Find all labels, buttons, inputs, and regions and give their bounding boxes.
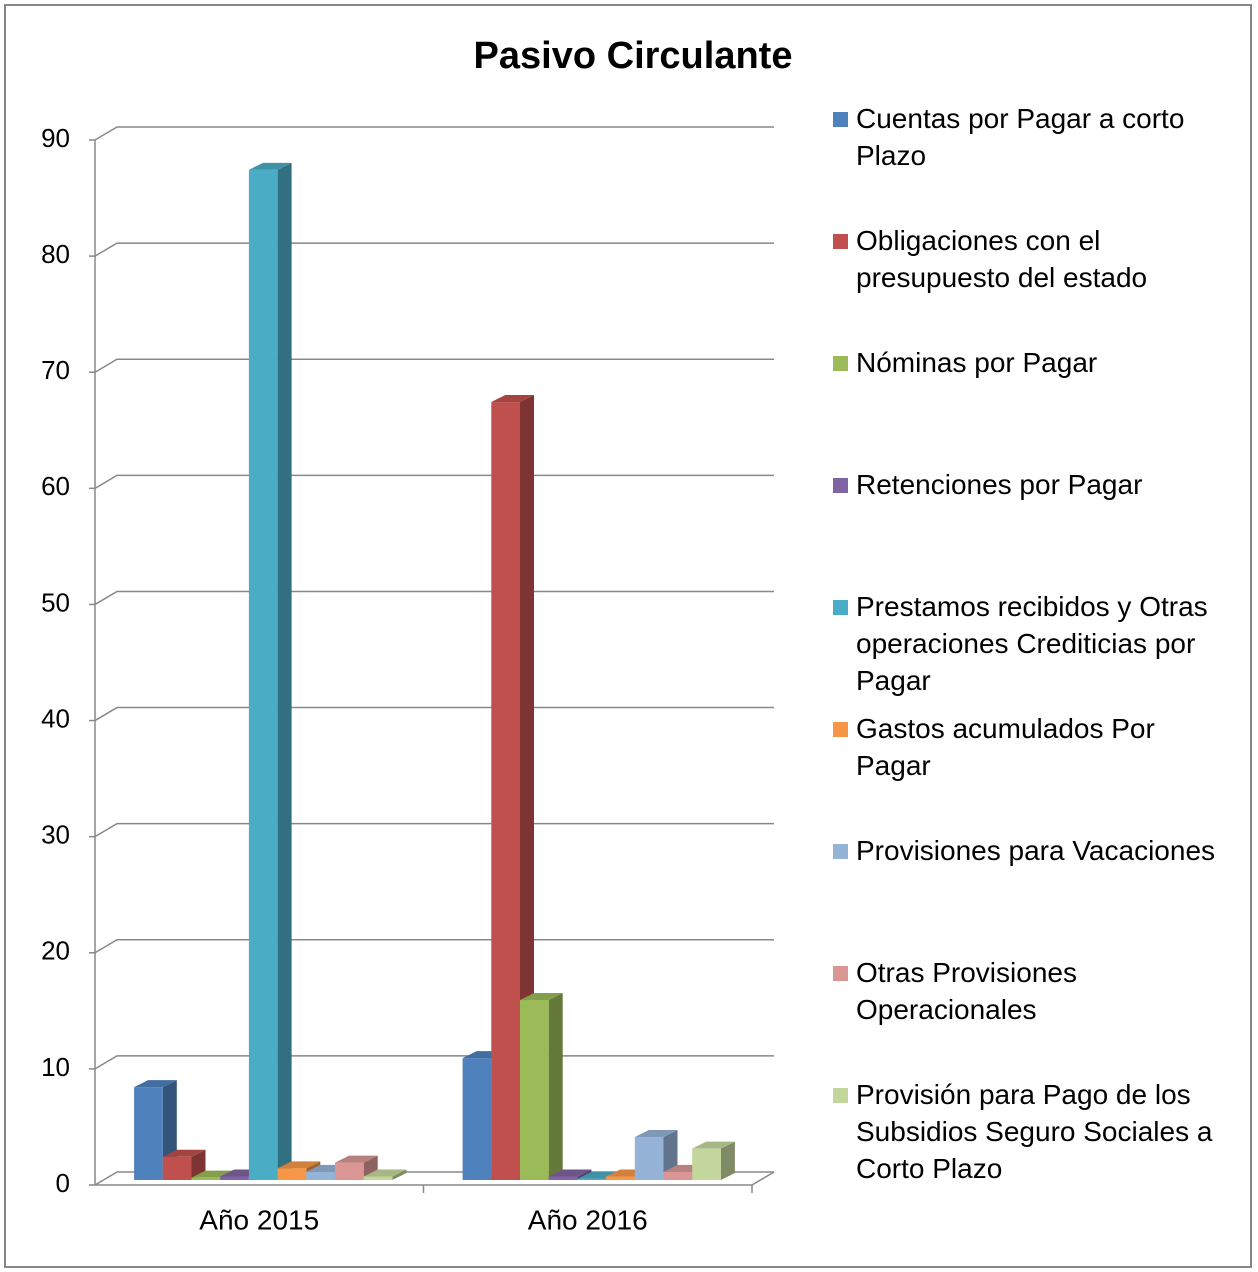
bar-top bbox=[134, 1080, 177, 1088]
legend-entry: Otras Provisiones Operacionales bbox=[833, 954, 1233, 1076]
y-tick-label: 70 bbox=[41, 355, 70, 385]
bar-top bbox=[520, 993, 563, 1001]
grid-line bbox=[94, 474, 774, 489]
bar bbox=[335, 1162, 364, 1180]
legend-entry: Nóminas por Pagar bbox=[833, 344, 1233, 466]
legend-entry: Prestamos recibidos y Otras operaciones … bbox=[833, 588, 1233, 710]
bar-side bbox=[720, 1141, 735, 1180]
bar bbox=[306, 1171, 335, 1180]
grid-line bbox=[94, 358, 774, 373]
legend-marker bbox=[833, 1088, 848, 1103]
legend-label: Gastos acumulados Por Pagar bbox=[856, 713, 1155, 781]
legend-marker bbox=[833, 844, 848, 859]
legend-marker bbox=[833, 356, 848, 371]
bar-side bbox=[548, 993, 563, 1180]
grid-line bbox=[94, 126, 774, 141]
chart-border bbox=[4, 4, 1252, 1268]
legend-label: Retenciones por Pagar bbox=[856, 469, 1143, 500]
y-tick-label: 20 bbox=[41, 936, 70, 966]
bar-top bbox=[248, 162, 292, 170]
grid-line bbox=[94, 1055, 774, 1070]
bar-top bbox=[548, 1169, 592, 1177]
y-tick-label: 10 bbox=[41, 1052, 70, 1082]
bar bbox=[248, 169, 278, 1181]
legend-label: Provisión para Pago de los Subsidios Seg… bbox=[856, 1079, 1213, 1184]
grid-line bbox=[94, 590, 774, 606]
legend-marker bbox=[833, 966, 848, 981]
bar bbox=[277, 1168, 307, 1180]
x-tick-label: Año 2015 bbox=[199, 1204, 319, 1235]
legend-entry: Cuentas por Pagar a corto Plazo bbox=[833, 100, 1233, 222]
y-tick-label: 60 bbox=[41, 471, 70, 501]
legend-entry: Gastos acumulados Por Pagar bbox=[833, 710, 1233, 832]
bar bbox=[491, 402, 520, 1180]
legend: Cuentas por Pagar a corto Plazo Obligacio… bbox=[833, 100, 1233, 1198]
bar-side bbox=[392, 1169, 407, 1180]
y-tick-label: 50 bbox=[41, 587, 70, 617]
grid-line bbox=[94, 939, 774, 954]
legend-label: Nóminas por Pagar bbox=[856, 347, 1098, 378]
bar-top bbox=[277, 1161, 321, 1169]
bar-top bbox=[692, 1141, 735, 1149]
bar bbox=[191, 1177, 221, 1180]
legend-entry: Retenciones por Pagar bbox=[833, 466, 1233, 588]
grid-line bbox=[94, 242, 774, 257]
y-tick-label: 0 bbox=[56, 1168, 70, 1198]
legend-label: Otras Provisiones Operacionales bbox=[856, 957, 1077, 1025]
legend-marker bbox=[833, 112, 848, 127]
legend-marker bbox=[833, 722, 848, 737]
legend-marker bbox=[833, 600, 848, 615]
bar bbox=[363, 1176, 393, 1180]
bar-top bbox=[162, 1149, 206, 1157]
bar-top bbox=[634, 1130, 678, 1138]
y-tick-label: 80 bbox=[41, 239, 70, 269]
bar bbox=[634, 1137, 664, 1180]
bar bbox=[220, 1176, 249, 1180]
bar-side bbox=[277, 162, 292, 1181]
bar bbox=[462, 1058, 492, 1180]
bar-side bbox=[520, 395, 534, 1180]
legend-label: Cuentas por Pagar a corto Plazo bbox=[856, 103, 1185, 171]
bar bbox=[548, 1176, 578, 1180]
y-tick-label: 90 bbox=[41, 123, 70, 153]
legend-entry: Provisión para Pago de los Subsidios Seg… bbox=[833, 1076, 1233, 1198]
grid-line bbox=[94, 822, 774, 838]
x-tick-label: Año 2016 bbox=[528, 1204, 648, 1235]
bar-top bbox=[363, 1169, 407, 1177]
bar bbox=[577, 1178, 607, 1180]
bar-top bbox=[491, 395, 534, 403]
y-tick-label: 30 bbox=[41, 820, 70, 850]
legend-entry: Obligaciones con el presupuesto del esta… bbox=[833, 222, 1233, 344]
bar bbox=[692, 1148, 721, 1180]
bar-top bbox=[335, 1155, 378, 1163]
legend-label: Prestamos recibidos y Otras operaciones … bbox=[856, 591, 1208, 696]
bar bbox=[606, 1176, 635, 1180]
legend-marker bbox=[833, 478, 848, 493]
bar bbox=[663, 1171, 693, 1180]
legend-label: Obligaciones con el presupuesto del esta… bbox=[856, 225, 1148, 293]
bar bbox=[520, 1000, 549, 1180]
legend-entry: Provisiones para Vacaciones bbox=[833, 832, 1233, 954]
bar bbox=[134, 1087, 163, 1180]
legend-marker bbox=[833, 234, 848, 249]
chart-title: Pasivo Circulante bbox=[474, 35, 793, 77]
grid-line bbox=[94, 706, 774, 722]
bar bbox=[162, 1156, 192, 1180]
legend-label: Provisiones para Vacaciones bbox=[856, 835, 1216, 866]
y-tick-label: 40 bbox=[41, 703, 70, 733]
